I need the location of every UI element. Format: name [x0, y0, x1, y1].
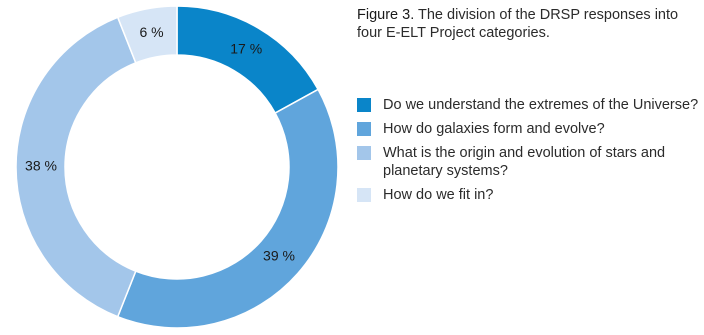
- legend-item: Do we understand the extremes of the Uni…: [357, 96, 702, 114]
- donut-slice: [15, 16, 137, 318]
- figure-number: Figure 3.: [357, 7, 415, 23]
- legend-label: What is the origin and evolution of star…: [383, 145, 666, 179]
- legend-item: How do we fit in?: [357, 186, 702, 204]
- legend-item: What is the origin and evolution of star…: [357, 144, 702, 180]
- donut-chart: 17 % 39 % 38 % 6 %: [15, 5, 339, 329]
- legend-label: Do we understand the extremes of the Uni…: [383, 97, 699, 113]
- legend-item: How do galaxies form and evolve?: [357, 120, 702, 138]
- legend-swatch: [357, 146, 371, 160]
- donut-slice: [116, 88, 339, 329]
- figure-caption-text: The division of the DRSP responses into …: [357, 7, 679, 41]
- slice-label: 39 %: [263, 248, 295, 264]
- legend-label: How do galaxies form and evolve?: [383, 121, 605, 137]
- slice-label: 17 %: [230, 41, 262, 57]
- legend-swatch: [357, 98, 371, 112]
- slice-label: 38 %: [25, 158, 57, 174]
- donut-slice: [176, 5, 320, 115]
- slice-label: 6 %: [139, 24, 163, 40]
- donut-slice: [116, 5, 178, 64]
- figure-caption: Figure 3. The division of the DRSP respo…: [357, 6, 687, 42]
- legend-swatch: [357, 122, 371, 136]
- legend-swatch: [357, 188, 371, 202]
- slice-labels: 17 % 39 % 38 % 6 %: [25, 24, 295, 264]
- legend-label: How do we fit in?: [383, 187, 494, 203]
- chart-legend: Do we understand the extremes of the Uni…: [357, 96, 702, 210]
- donut-slices: [15, 5, 339, 329]
